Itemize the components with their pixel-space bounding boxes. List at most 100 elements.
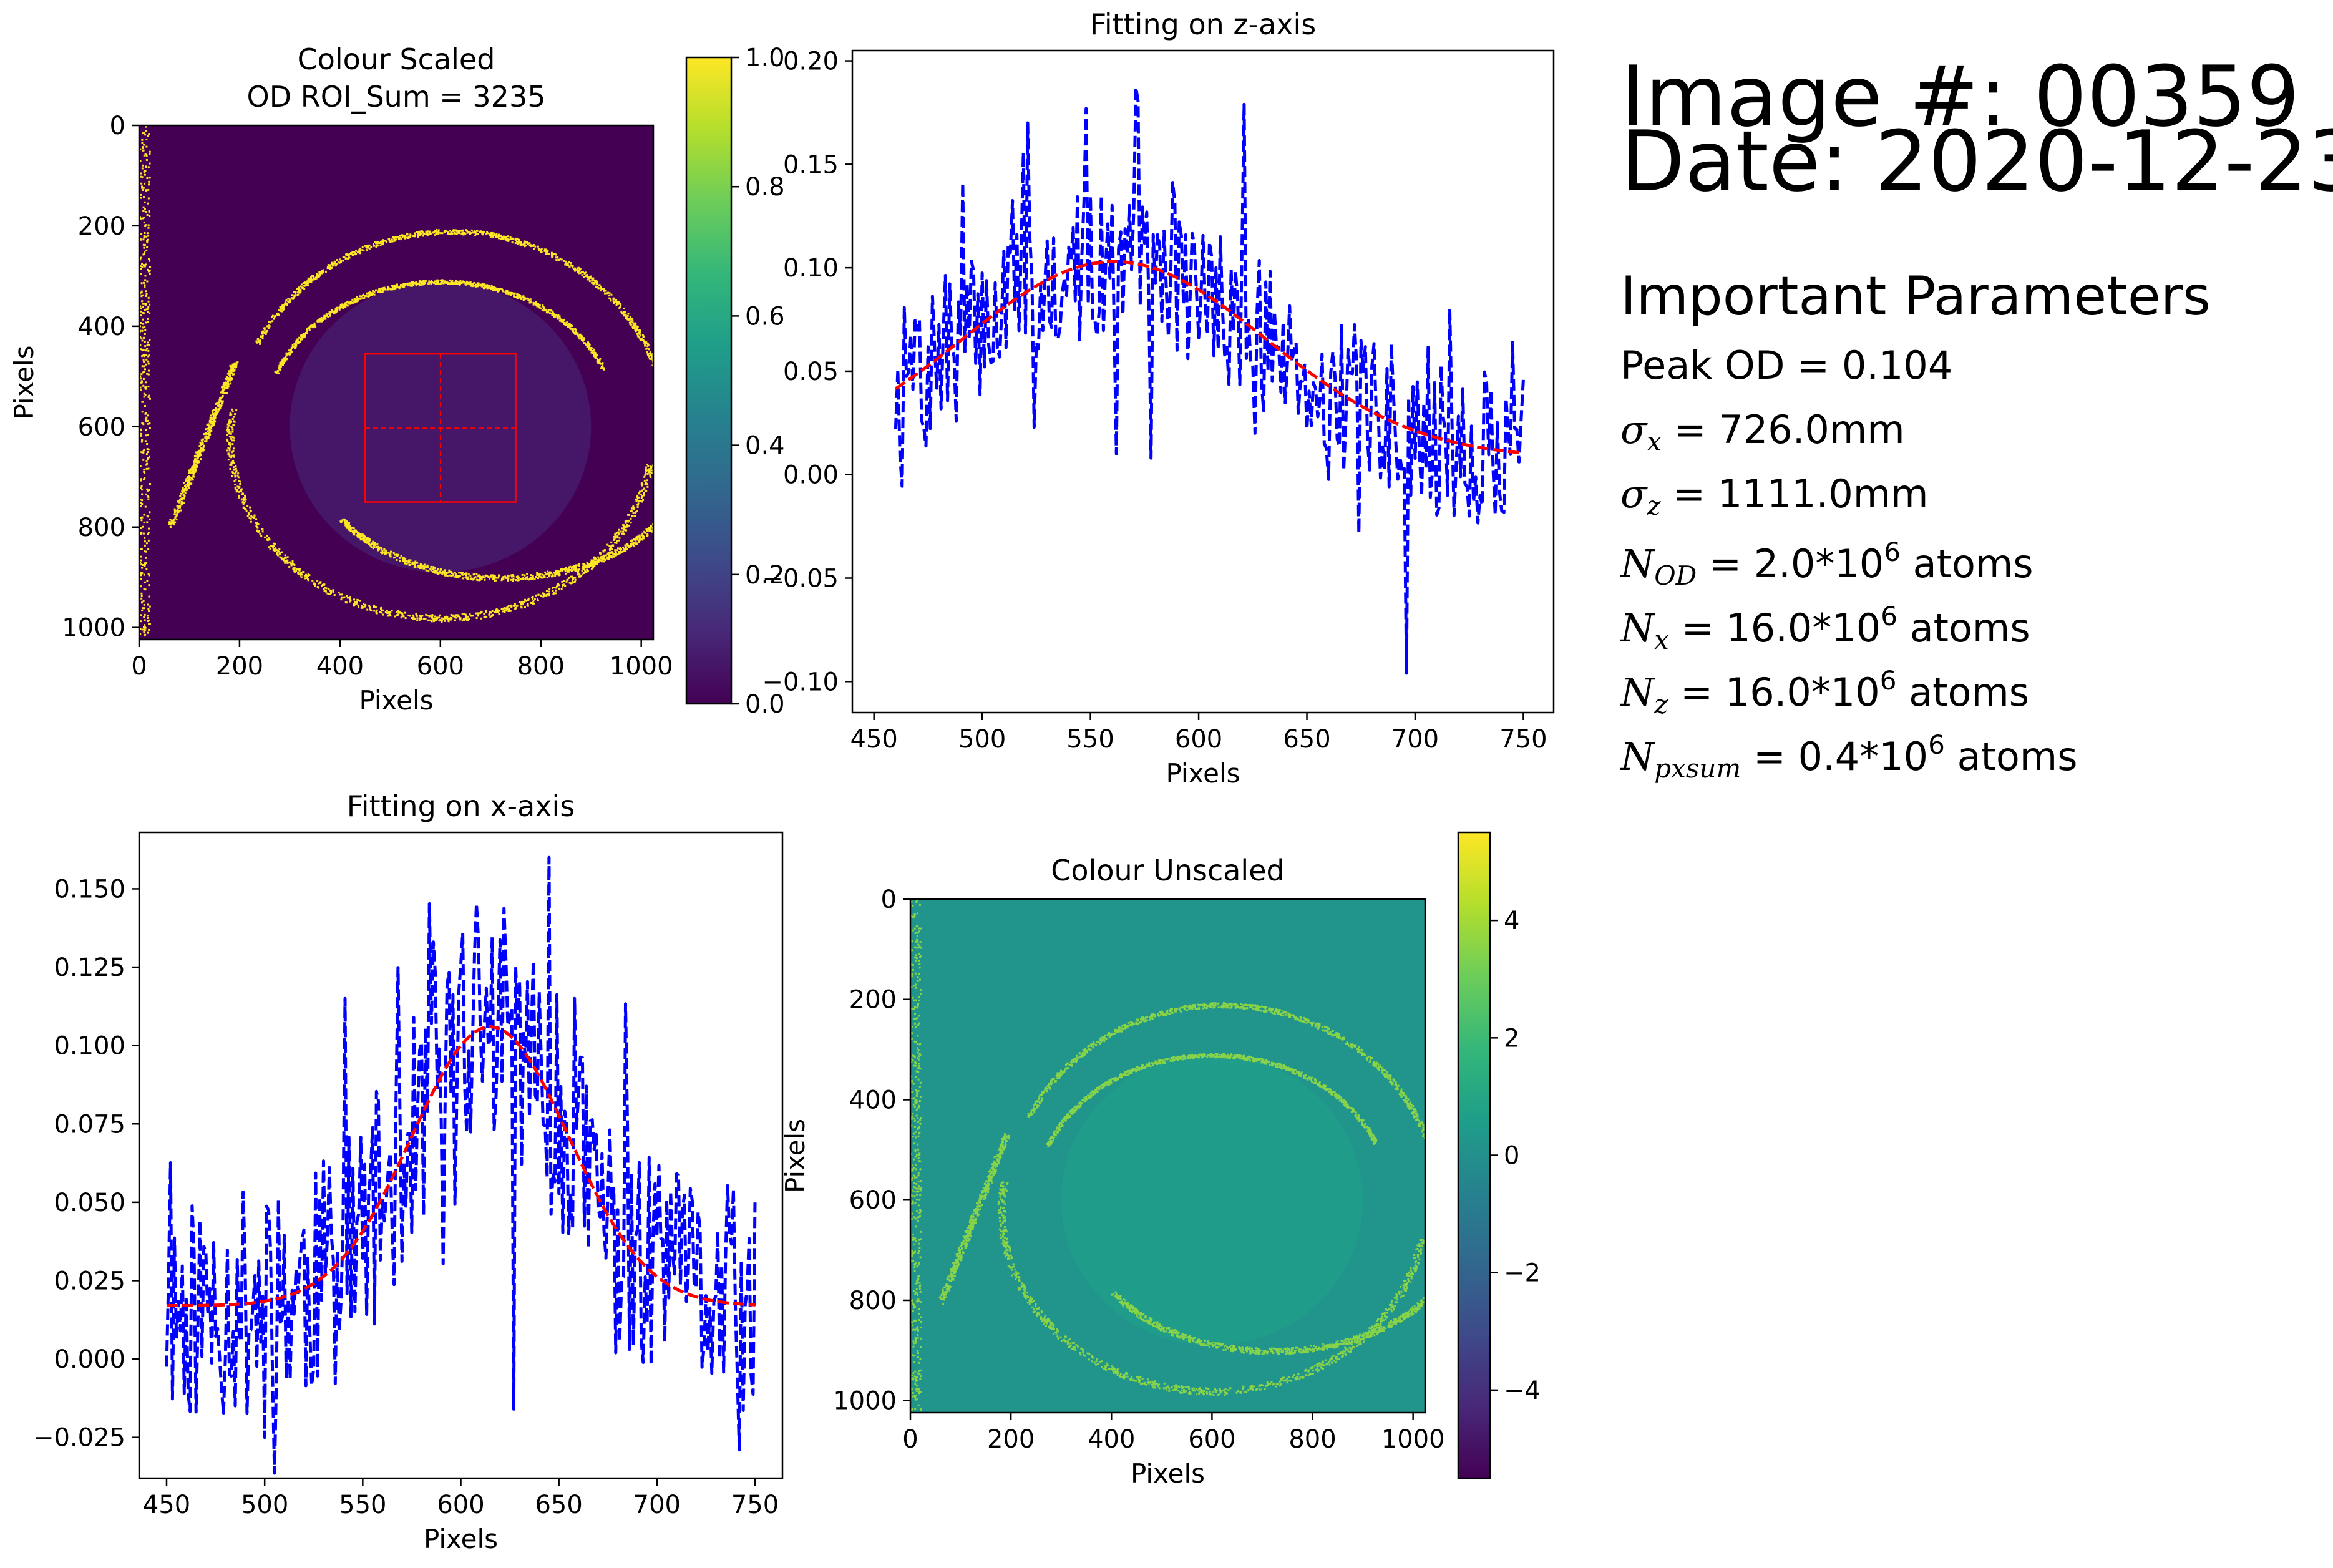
scaled-heatmap-title-line: Colour Scaled — [298, 42, 495, 76]
unscaled-heatmap-speckle — [1016, 1273, 1018, 1275]
scaled-heatmap-speckle — [144, 633, 147, 636]
scaled-heatmap-speckle — [484, 283, 486, 286]
scaled-heatmap-speckle — [469, 575, 472, 578]
scaled-heatmap-speckle — [649, 529, 651, 532]
scaled-heatmap-speckle — [614, 533, 616, 536]
scaled-heatmap-speckle — [427, 233, 429, 236]
scaled-heatmap-speckle — [603, 554, 605, 557]
scaled-heatmap-speckle — [235, 471, 237, 474]
scaled-heatmap-speckle — [148, 455, 150, 458]
x-fit-chart-ytick-label: 0.075 — [54, 1110, 125, 1139]
scaled-heatmap-speckle — [391, 240, 394, 243]
scaled-heatmap-speckle — [453, 283, 455, 285]
scaled-heatmap-speckle — [145, 263, 147, 266]
scaled-heatmap-speckle — [402, 235, 405, 237]
scaled-heatmap-speckle — [565, 568, 568, 570]
scaled-heatmap-speckle — [398, 611, 401, 614]
scaled-heatmap-speckle — [191, 469, 193, 472]
scaled-heatmap-speckle — [218, 404, 221, 406]
scaled-heatmap-speckle — [489, 577, 491, 580]
scaled-heatmap-speckle — [404, 283, 406, 285]
scaled-heatmap-speckle — [542, 577, 544, 579]
z-fit-chart-series-fit — [895, 260, 1524, 455]
unscaled-heatmap-speckle — [1158, 1387, 1161, 1390]
scaled-heatmap-speckle — [553, 592, 555, 595]
scaled-heatmap-speckle — [147, 533, 149, 535]
scaled-heatmap-speckle — [479, 577, 481, 579]
scaled-heatmap-speckle — [372, 243, 374, 245]
scaled-heatmap-speckle — [414, 566, 417, 568]
scaled-heatmap-speckle — [489, 613, 491, 615]
scaled-heatmap-speckle — [515, 579, 517, 582]
unscaled-heatmap-speckle — [1151, 1383, 1153, 1386]
scaled-heatmap-speckle — [253, 517, 255, 519]
unscaled-heatmap-speckle — [1390, 1310, 1393, 1313]
scaled-heatmap-speckle — [328, 587, 330, 590]
scaled-heatmap-speckle — [202, 438, 205, 441]
scaled-heatmap-speckle — [597, 560, 599, 562]
scaled-heatmap-speckle — [468, 618, 470, 620]
scaled-heatmap-speckle — [400, 555, 402, 558]
scaled-heatmap-speckle — [147, 539, 150, 542]
scaled-heatmap-speckle — [595, 281, 597, 283]
unscaled-heatmap-speckle — [1109, 1368, 1111, 1370]
scaled-heatmap-speckle — [610, 293, 613, 296]
scaled-heatmap-speckle — [284, 562, 286, 564]
scaled-heatmap-speckle — [140, 321, 142, 324]
scaled-heatmap-speckle — [146, 177, 149, 179]
scaled-heatmap-speckle — [437, 233, 440, 235]
scaled-heatmap-speckle — [620, 304, 622, 306]
scaled-heatmap-speckle — [630, 543, 632, 545]
scaled-heatmap-speckle — [143, 626, 145, 629]
scaled-heatmap-speckle — [321, 270, 323, 272]
scaled-heatmap-speckle — [588, 565, 590, 568]
scaled-heatmap-speckle — [261, 337, 264, 339]
unscaled-heatmap-speckle — [1201, 1392, 1204, 1395]
scaled-heatmap-speckle — [291, 562, 294, 564]
scaled-heatmap-speckle — [312, 275, 314, 277]
scaled-heatmap-speckle — [570, 570, 573, 572]
scaled-heatmap-speckle — [290, 563, 293, 565]
scaled-heatmap-speckle — [528, 242, 531, 245]
scaled-heatmap-speckle — [377, 291, 380, 293]
scaled-heatmap-speckle — [636, 333, 638, 335]
scaled-heatmap-speckle — [140, 380, 143, 382]
unscaled-heatmap-speckle — [1403, 1286, 1405, 1288]
scaled-heatmap-speckle — [473, 281, 475, 284]
scaled-heatmap-speckle — [219, 405, 222, 407]
scaled-heatmap-speckle — [382, 609, 384, 611]
scaled-heatmap-speckle — [524, 578, 527, 580]
scaled-heatmap-speckle — [528, 301, 531, 304]
scaled-heatmap-speckle — [527, 599, 529, 601]
scaled-heatmap-speckle — [179, 495, 182, 497]
scaled-heatmap-speckle — [485, 233, 488, 235]
scaled-heatmap-speckle — [431, 282, 433, 285]
scaled-heatmap-speckle — [624, 548, 626, 551]
unscaled-heatmap-speckle — [1283, 1376, 1285, 1379]
unscaled-heatmap-speckle — [1383, 1312, 1386, 1315]
scaled-heatmap-speckle — [302, 334, 304, 336]
unscaled-heatmap-speckle — [1079, 1353, 1082, 1356]
scaled-heatmap-speckle — [144, 440, 147, 442]
scaled-heatmap-speckle — [602, 550, 605, 552]
scaled-heatmap-speckle — [231, 377, 233, 380]
scaled-heatmap-speckle — [145, 412, 147, 414]
scaled-heatmap-speckle — [464, 233, 467, 235]
scaled-heatmap-speckle — [587, 276, 589, 279]
scaled-heatmap-speckle — [634, 538, 636, 540]
scaled-heatmap-speckle — [423, 567, 426, 569]
scaled-heatmap-speckle — [639, 334, 641, 337]
x-fit-chart-ytick-label: 0.050 — [54, 1189, 125, 1217]
scaled-heatmap-speckle — [333, 312, 335, 314]
scaled-heatmap-speckle — [299, 338, 301, 340]
unscaled-heatmap-speckle — [1342, 1350, 1345, 1353]
scaled-heatmap-speckle — [568, 566, 570, 568]
scaled-heatmap-speckle — [387, 611, 390, 614]
scaled-heatmap-speckle — [207, 437, 209, 439]
scaled-heatmap-speckle — [631, 321, 634, 324]
unscaled-heatmap-speckle — [1408, 1275, 1411, 1277]
scaled-heatmap-speckle — [219, 406, 222, 409]
scaled-heatmap-speckle — [504, 238, 507, 240]
scaled-heatmap-speckle — [394, 556, 396, 558]
scaled-heatmap-speckle — [618, 307, 621, 309]
